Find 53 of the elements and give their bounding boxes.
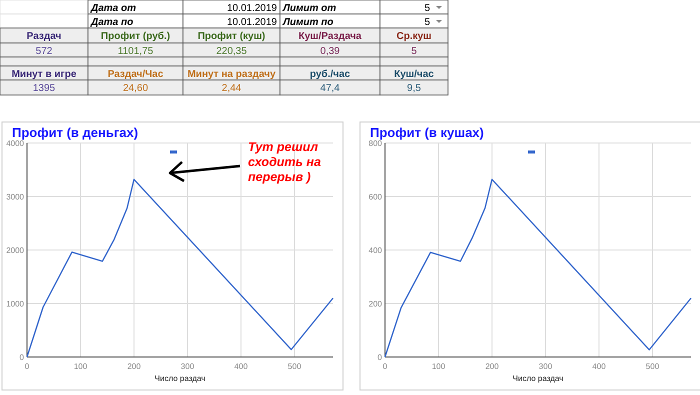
chart-title: Профит (в деньгах)	[12, 125, 138, 140]
x-tick-label: 400	[234, 362, 248, 371]
y-tick-label: 800	[368, 139, 383, 148]
text: Лимит от	[282, 3, 336, 14]
text: 220,35	[216, 46, 248, 57]
text: 5	[411, 46, 418, 57]
x-axis-title: Число раздач	[154, 374, 206, 383]
text: Раздач/Час	[108, 69, 164, 80]
text: Минут в игре	[12, 69, 77, 80]
y-tick-label: 1000	[6, 300, 25, 308]
text: 10.01.2019	[226, 3, 278, 14]
x-tick-label: 200	[127, 362, 142, 371]
x-tick-label: 400	[592, 362, 606, 371]
text: 0,39	[320, 46, 340, 57]
text: 2,44	[222, 83, 242, 94]
text: Профит (куш)	[198, 31, 266, 42]
y-tick-label: 200	[368, 300, 383, 308]
y-tick-label: 0	[378, 353, 383, 362]
text: Раздач	[26, 31, 62, 42]
x-tick-label: 500	[646, 362, 660, 371]
y-tick-label: 4000	[6, 139, 25, 148]
text: Ср.куш	[396, 31, 432, 42]
y-tick-label: 600	[368, 192, 383, 202]
x-tick-label: 300	[538, 362, 553, 371]
x-tick-label: 100	[74, 362, 88, 371]
text: 572	[36, 46, 53, 57]
y-tick-label: 0	[20, 353, 25, 362]
y-tick-label: 400	[368, 246, 383, 255]
text: Минут на раздачу	[187, 69, 276, 80]
text: Дата от	[90, 3, 136, 14]
x-tick-label: 100	[432, 362, 446, 371]
x-tick-label: 300	[180, 362, 195, 371]
text: 24,60	[122, 83, 148, 94]
text: 1395	[32, 83, 56, 94]
annotation: Тут решил сходить на перерыв )	[248, 140, 321, 184]
text: 1101,75	[118, 46, 154, 57]
text: 10.01.2019	[226, 17, 278, 28]
x-tick-label: 200	[485, 362, 500, 371]
y-tick-label: 3000	[6, 192, 25, 202]
text: Куш/час	[394, 69, 434, 80]
text: Профит (руб.)	[100, 31, 170, 42]
text: 47,4	[320, 83, 340, 94]
x-axis-title: Число раздач	[512, 374, 564, 383]
x-tick-label: 500	[288, 362, 302, 371]
y-tick-label: 2000	[6, 246, 25, 255]
text: 9,5	[407, 83, 422, 94]
text: Куш/Раздача	[298, 31, 362, 42]
text: Дата по	[90, 17, 134, 28]
text: руб./час	[310, 69, 351, 80]
text: Лимит по	[282, 17, 334, 28]
chart-title: Профит (в кушах)	[370, 125, 484, 140]
text: 5	[424, 3, 430, 14]
text: 5	[424, 17, 430, 28]
